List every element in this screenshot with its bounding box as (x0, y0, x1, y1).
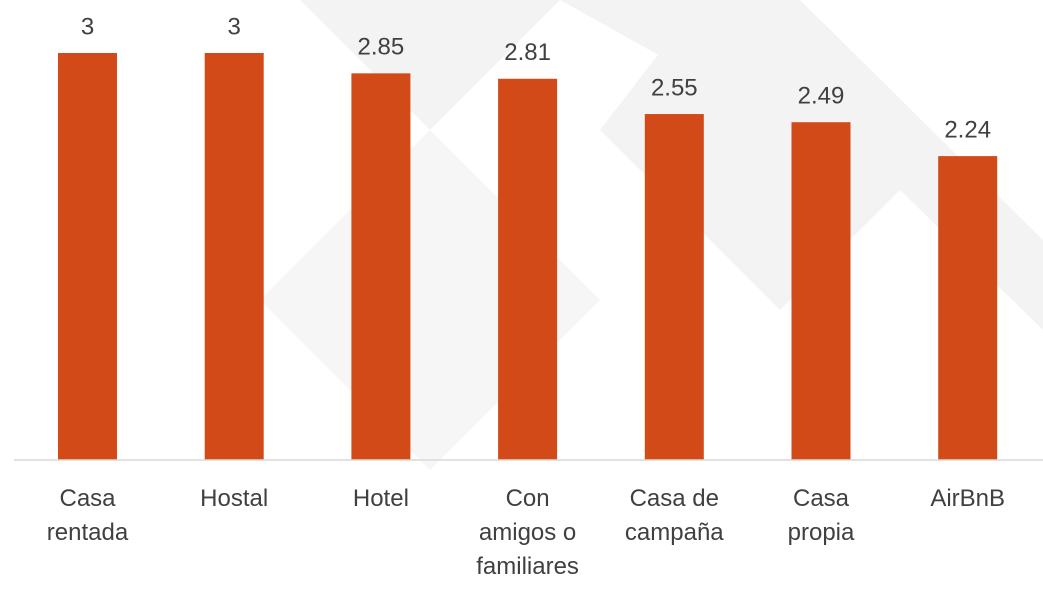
x-tick-label: Casa rentada (46, 485, 129, 546)
bar (351, 73, 411, 460)
x-tick-label: Hotel (352, 485, 409, 512)
x-tick-label: AirBnB (930, 485, 1006, 512)
x-tick-label: Casa de campaña (624, 485, 724, 546)
data-label: 2.85 (358, 34, 405, 61)
bar (498, 78, 558, 460)
bar (58, 53, 117, 460)
bar (204, 53, 264, 460)
data-label: 3 (81, 13, 94, 40)
bar (644, 114, 704, 461)
bar (938, 156, 998, 460)
data-label: 3 (228, 13, 241, 40)
data-label: 2.55 (651, 74, 698, 101)
bar (791, 122, 851, 460)
x-tick-label: Con amigos o familiares (476, 485, 579, 580)
data-label: 2.49 (798, 83, 845, 110)
data-label: 2.24 (944, 116, 991, 143)
data-label: 2.81 (504, 39, 551, 66)
x-tick-label: Casa propia (787, 485, 855, 546)
x-tick-label: Hostal (200, 485, 269, 512)
